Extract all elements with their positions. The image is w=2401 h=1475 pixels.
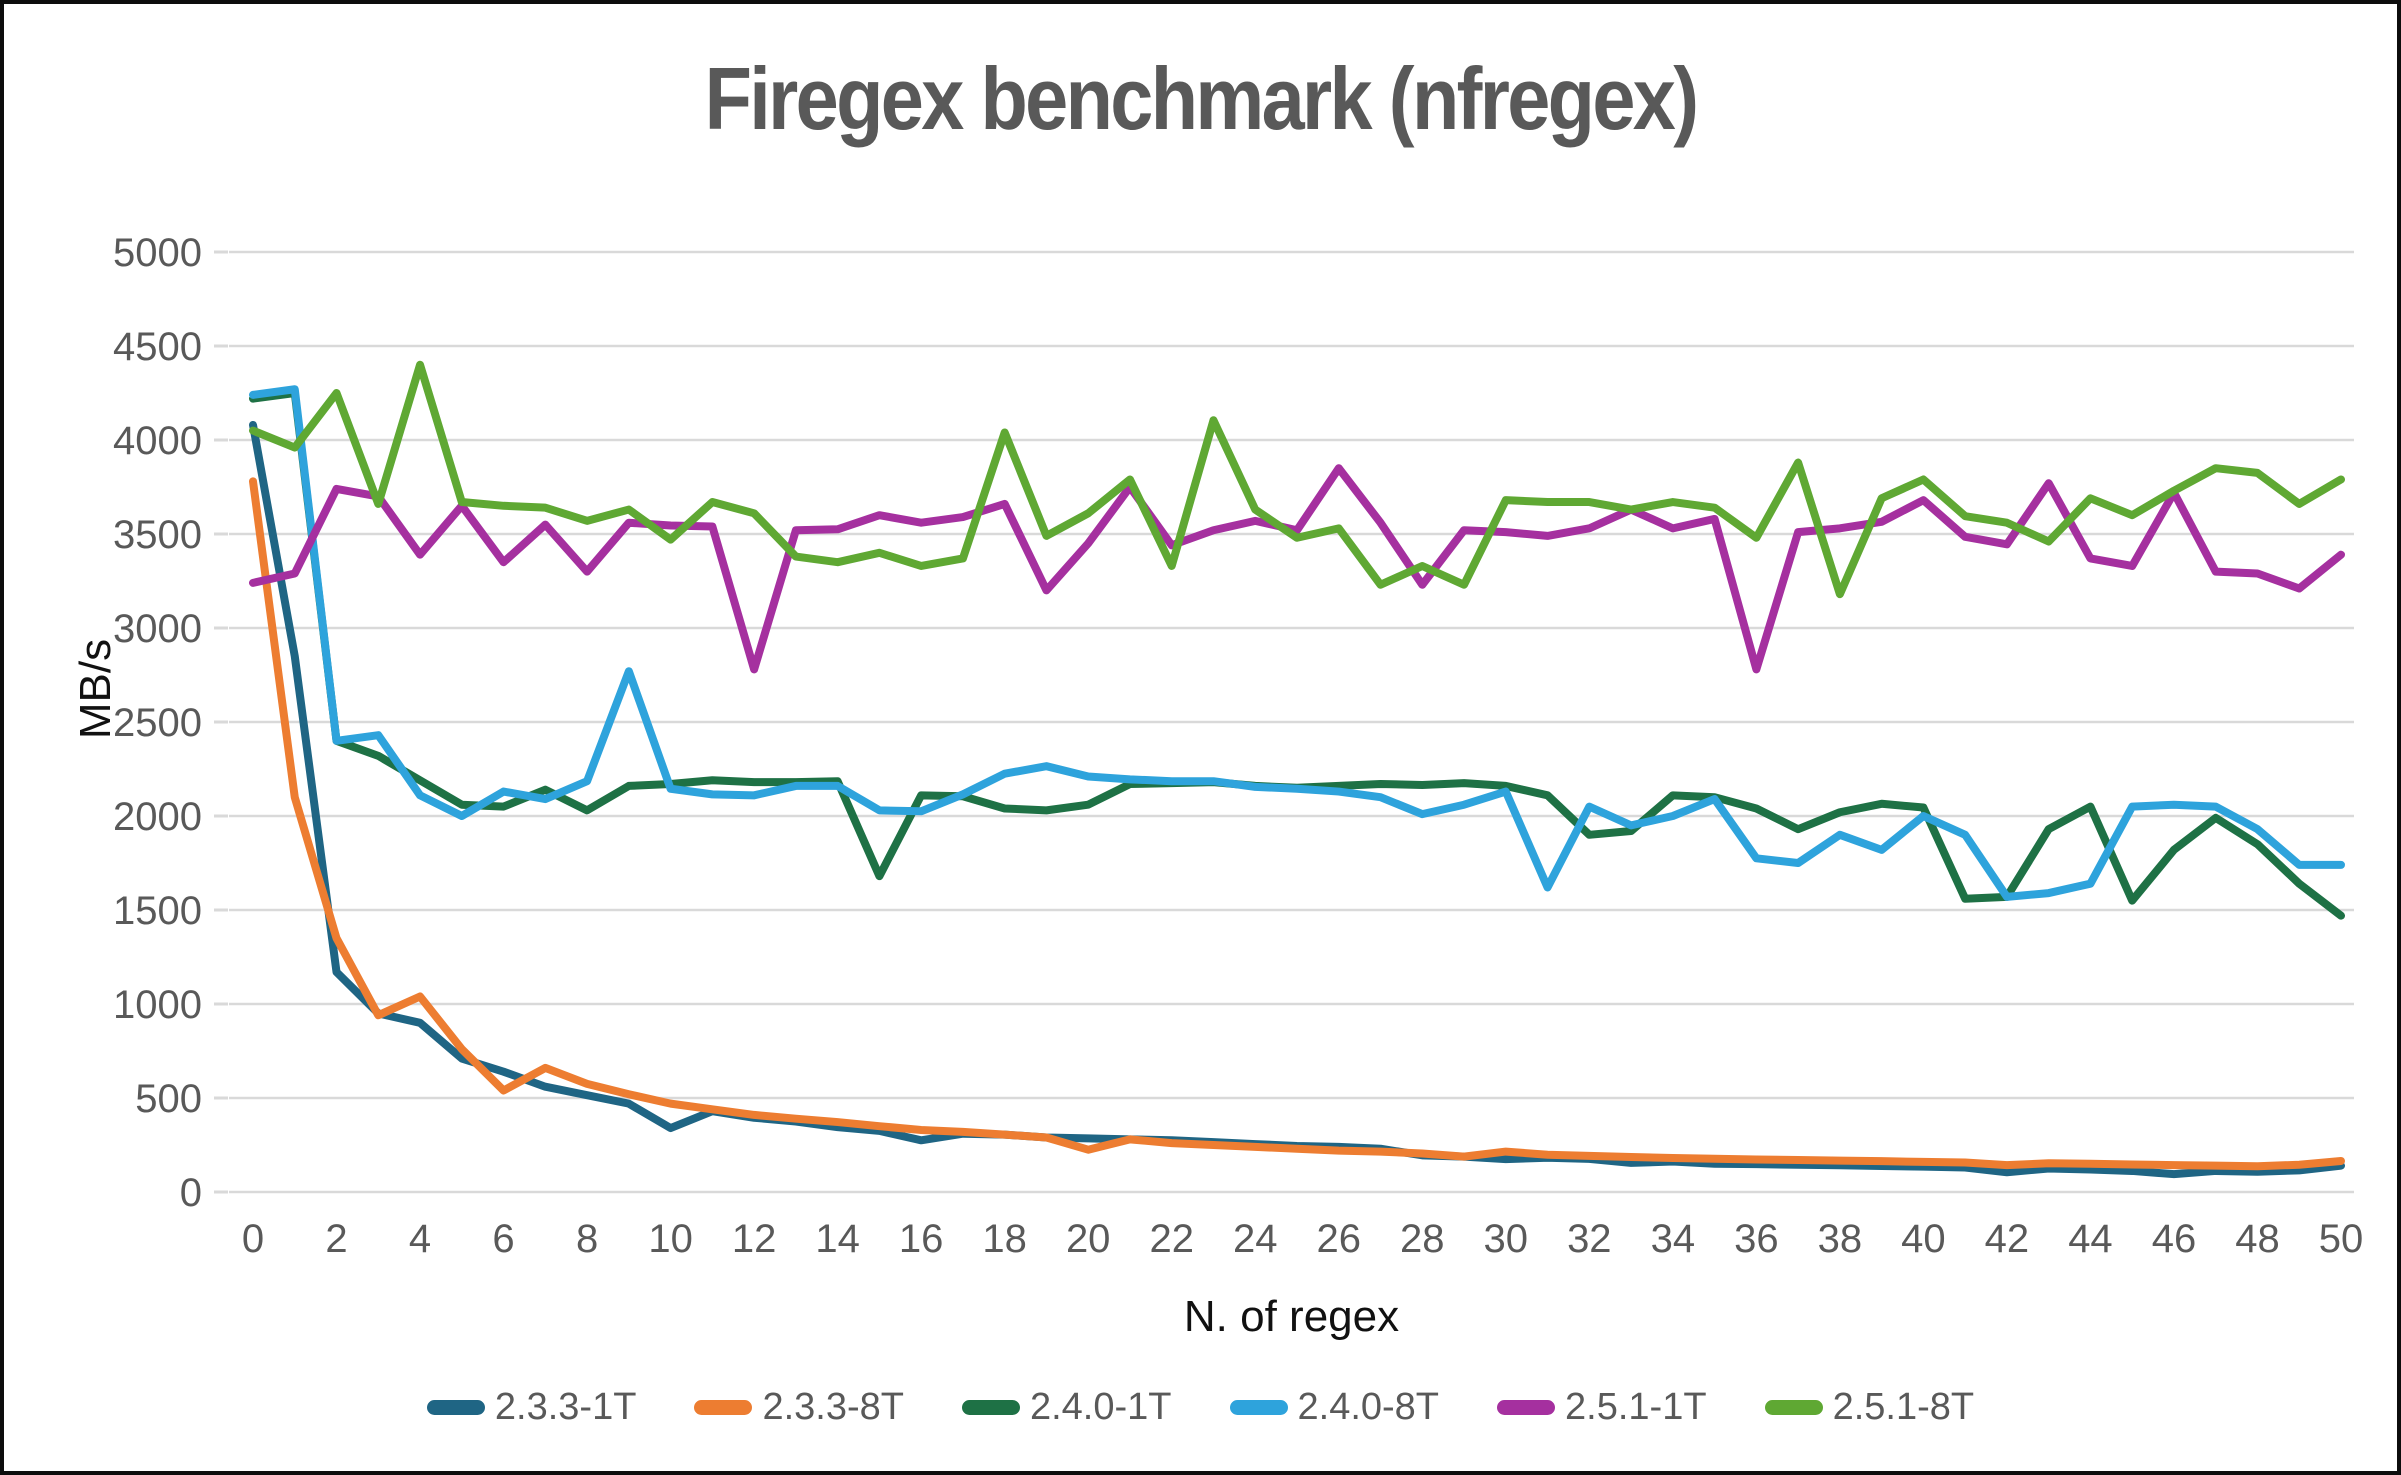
y-tick-label: 0: [180, 1171, 202, 1215]
y-tick-label: 2500: [113, 701, 202, 745]
x-axis-title: N. of regex: [1183, 1292, 1400, 1341]
legend-label: 2.4.0-8T: [1297, 1386, 1440, 1428]
y-tick-label: 1000: [113, 983, 202, 1027]
x-tick-label: 8: [576, 1217, 598, 1261]
legend-item-2.5.1-1T: 2.5.1-1T: [1497, 1386, 1707, 1429]
x-tick-label: 14: [815, 1217, 860, 1261]
x-tick-label: 0: [242, 1217, 264, 1261]
x-tick-label: 24: [1233, 1217, 1278, 1261]
legend-label: 2.5.1-8T: [1832, 1386, 1975, 1428]
legend-swatch-2.4.0-8T: [1229, 1400, 1288, 1415]
legend-item-2.4.0-1T: 2.4.0-1T: [961, 1386, 1172, 1429]
x-tick-label: 22: [1149, 1217, 1194, 1261]
series-line-2.4.0-8T: [249, 385, 2345, 901]
x-tick-label: 20: [1066, 1217, 1111, 1261]
series-line-2.4.0-1T: [249, 389, 2345, 920]
x-tick-label: 10: [648, 1217, 693, 1261]
x-tick-label: 40: [1901, 1217, 1946, 1261]
y-tick-label: 4500: [113, 325, 202, 369]
x-tick-label: 6: [492, 1217, 514, 1261]
legend-swatch-2.3.3-8T: [694, 1400, 753, 1415]
legend-item-2.3.3-8T: 2.3.3-8T: [694, 1386, 904, 1429]
y-tick-label: 2000: [113, 795, 202, 839]
x-tick-label: 4: [409, 1217, 431, 1261]
chart-title: Firegex benchmark (nfregex): [704, 49, 1699, 148]
y-tick-label: 500: [135, 1077, 202, 1121]
x-tick-label: 44: [2068, 1217, 2113, 1261]
y-axis-title: MB/s: [71, 638, 120, 740]
x-tick-label: 26: [1317, 1217, 1362, 1261]
legend-label: 2.4.0-1T: [1029, 1386, 1172, 1428]
plot-area: 0500100015002000250030003500400045005000…: [113, 231, 2364, 1261]
legend-item-2.3.3-1T: 2.3.3-1T: [426, 1386, 637, 1429]
series-line-2.5.1-1T: [249, 464, 2345, 674]
x-tick-label: 30: [1484, 1217, 1529, 1261]
y-tick-label: 3000: [113, 607, 202, 651]
legend-swatch-2.3.3-1T: [426, 1400, 485, 1415]
legend-item-2.4.0-8T: 2.4.0-8T: [1229, 1386, 1440, 1429]
series-line-2.3.3-8T: [249, 477, 2345, 1171]
legend-swatch-2.5.1-8T: [1764, 1400, 1823, 1415]
x-tick-label: 50: [2319, 1217, 2364, 1261]
series-line-2.5.1-8T: [249, 360, 2345, 599]
y-tick-label: 4000: [113, 419, 202, 463]
y-tick-label: 3500: [113, 513, 202, 557]
x-tick-label: 34: [1651, 1217, 1696, 1261]
legend: 2.3.3-1T 2.3.3-8T 2.4.0-1T 2.4.0-8T 2.5.1-1T…: [4, 1386, 2397, 1429]
legend-label: 2.3.3-1T: [494, 1386, 637, 1428]
y-tick-label: 1500: [113, 889, 202, 933]
x-tick-label: 2: [325, 1217, 347, 1261]
x-tick-label: 42: [1985, 1217, 2030, 1261]
x-tick-label: 38: [1818, 1217, 1863, 1261]
x-tick-label: 12: [732, 1217, 777, 1261]
x-tick-label: 32: [1567, 1217, 1612, 1261]
x-tick-label: 36: [1734, 1217, 1779, 1261]
x-tick-label: 46: [2152, 1217, 2197, 1261]
legend-swatch-2.4.0-1T: [961, 1400, 1020, 1415]
x-tick-label: 18: [982, 1217, 1027, 1261]
legend-swatch-2.5.1-1T: [1497, 1400, 1556, 1415]
legend-label: 2.5.1-1T: [1565, 1386, 1707, 1428]
y-tick-label: 5000: [113, 231, 202, 275]
x-tick-label: 48: [2235, 1217, 2280, 1261]
legend-label: 2.3.3-8T: [762, 1386, 904, 1428]
x-tick-label: 28: [1400, 1217, 1445, 1261]
x-tick-label: 16: [899, 1217, 944, 1261]
legend-item-2.5.1-8T: 2.5.1-8T: [1764, 1386, 1975, 1429]
